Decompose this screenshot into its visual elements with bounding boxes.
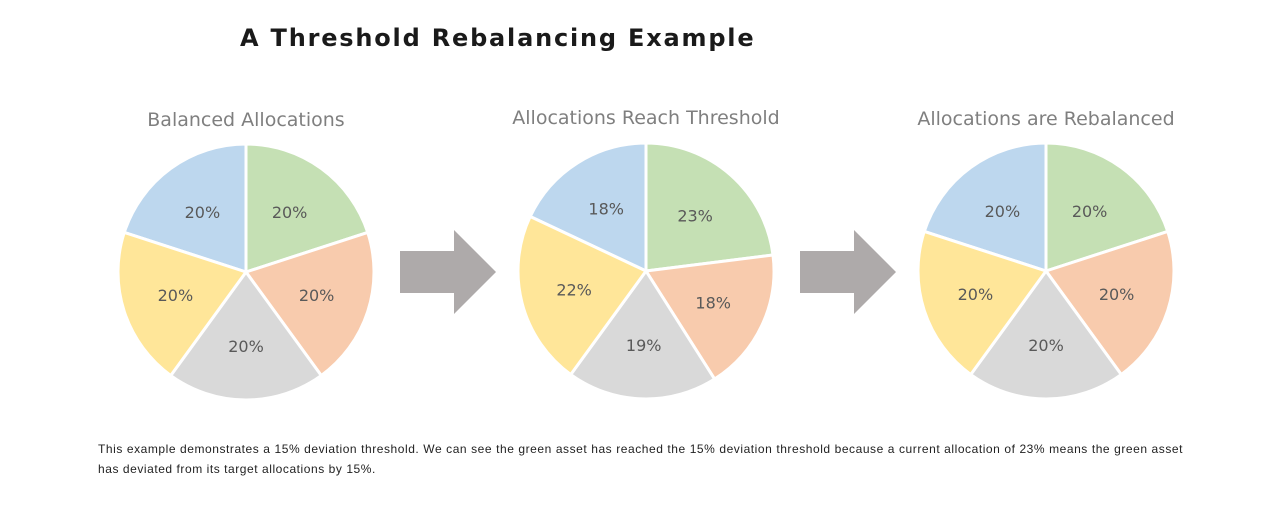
right-arrow-icon <box>400 230 496 314</box>
pie-chart-3: Allocations are Rebalanced 20% 20% 20% 20% 20… <box>916 108 1176 401</box>
pie-chart-2: Allocations Reach Threshold 18% 23% 18% 19% 2… <box>512 107 780 401</box>
pie-slice-label: 20% <box>228 337 264 356</box>
pie-slice-label: 23% <box>677 206 713 225</box>
pie-slice-label: 20% <box>1072 202 1108 221</box>
pie-slice-label: 20% <box>299 286 335 305</box>
right-arrow-icon <box>800 230 896 314</box>
pie-slice-label: 20% <box>272 203 308 222</box>
pie-slice-label: 20% <box>985 202 1021 221</box>
pie-slice-yellow <box>516 215 648 377</box>
pie-slice-green <box>244 142 370 274</box>
pie-slice-label: 22% <box>556 281 592 300</box>
pie-slice-gray <box>169 270 323 402</box>
pie-slice-label: 20% <box>1028 336 1064 355</box>
pie-slice-yellow <box>916 229 1048 377</box>
pie-slice-yellow <box>116 230 248 378</box>
pie-slice-label: 20% <box>958 285 994 304</box>
pie-slice-green <box>644 141 775 273</box>
pie-slice-orange <box>644 253 776 381</box>
pie-slice-gray <box>969 269 1123 401</box>
pie-slice-label: 20% <box>185 203 221 222</box>
caption-text: This example demonstrates a 15% deviatio… <box>98 442 1183 476</box>
pie-slice-label: 18% <box>695 294 731 313</box>
pie-slice-gray <box>569 269 717 401</box>
pie-slice-green <box>1044 141 1170 273</box>
pie-slice-label: 19% <box>626 336 662 355</box>
pie-slice-label: 18% <box>588 199 624 218</box>
pie-slice-blue <box>528 141 648 273</box>
pie-slice-label: 20% <box>158 286 194 305</box>
pie-slice-blue <box>922 141 1048 273</box>
pie-chart-title: Balanced Allocations <box>147 109 344 131</box>
pie-chart-title: Allocations Reach Threshold <box>512 107 779 129</box>
pie-slice-blue <box>122 142 248 274</box>
pie-slice-orange <box>1044 229 1176 377</box>
pie-slice-orange <box>244 230 376 378</box>
pie-chart-title: Allocations are Rebalanced <box>917 108 1174 130</box>
page-title: A Threshold Rebalancing Example <box>240 24 756 52</box>
pie-slice-label: 20% <box>1099 285 1135 304</box>
pie-chart-1: Balanced Allocations 20% 20% 20% 20% 20% <box>116 109 376 402</box>
